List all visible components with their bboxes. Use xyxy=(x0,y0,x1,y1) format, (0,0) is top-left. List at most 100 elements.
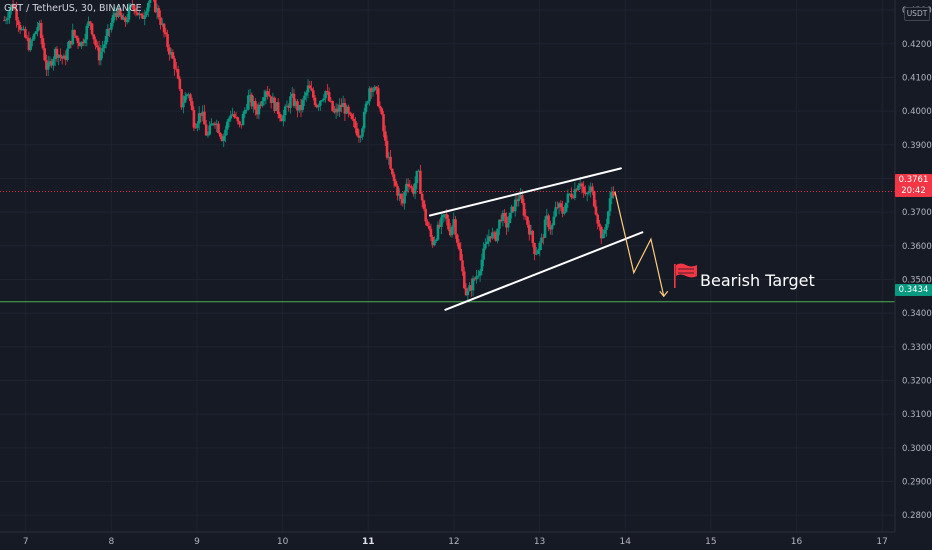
candle-body xyxy=(327,92,331,101)
candle-body xyxy=(266,91,269,95)
candle-body xyxy=(117,8,120,18)
candle-body xyxy=(120,15,124,20)
time-tick-label: 7 xyxy=(23,537,29,547)
candle-body xyxy=(519,195,522,199)
candle-body xyxy=(45,60,48,70)
candle-body xyxy=(561,206,564,214)
candle-body xyxy=(183,96,187,103)
candle-body xyxy=(73,29,76,36)
candle-body xyxy=(541,237,545,239)
price-tick-label: 0.3300 xyxy=(902,343,932,353)
candle-body xyxy=(470,285,473,291)
candle-body xyxy=(462,271,466,289)
candle-body xyxy=(94,39,97,46)
candle-body xyxy=(376,88,380,107)
candle-body xyxy=(269,96,273,103)
candle-body xyxy=(389,156,392,169)
candle-body xyxy=(452,219,456,227)
candle-body xyxy=(533,243,536,255)
candle-body xyxy=(220,136,224,141)
candle-body xyxy=(436,224,440,240)
candle-body xyxy=(13,7,17,9)
candle-body xyxy=(457,242,461,250)
candle-body xyxy=(148,0,152,3)
candle-body xyxy=(475,276,478,280)
candle-body xyxy=(399,193,403,200)
candle-body xyxy=(350,114,354,119)
candle-body xyxy=(211,123,215,125)
candle-body xyxy=(431,236,434,246)
candle-body xyxy=(103,44,106,49)
candle-body xyxy=(524,215,528,217)
candle-body xyxy=(17,20,20,26)
candle-body xyxy=(527,224,531,235)
time-tick-label: 16 xyxy=(791,537,803,547)
candle-body xyxy=(326,91,329,93)
candle-body xyxy=(545,215,549,220)
candle-body xyxy=(101,48,104,52)
candle-body xyxy=(275,102,278,112)
candle-body xyxy=(480,259,484,272)
candle-body xyxy=(241,113,245,126)
candle-body xyxy=(571,197,575,199)
candle-body xyxy=(520,195,524,203)
projection-arrowhead xyxy=(659,290,669,298)
candle-body xyxy=(29,40,32,50)
price-tick-label: 0.3500 xyxy=(902,275,932,285)
candle-body xyxy=(55,48,59,58)
candle-body xyxy=(491,232,494,239)
candle-body xyxy=(60,56,64,59)
candle-body xyxy=(110,22,113,30)
candle-body xyxy=(580,183,584,187)
candle-body xyxy=(222,135,226,141)
candle-body xyxy=(178,78,182,90)
candle-body xyxy=(412,187,415,194)
candle-body xyxy=(352,118,355,122)
time-tick-label: 15 xyxy=(705,537,716,547)
time-axis: 7 8 9 10 11 12 13 14 15 16 17 xyxy=(23,537,888,547)
candle-body xyxy=(557,203,561,208)
flag-icon xyxy=(674,263,697,288)
candle-body xyxy=(247,95,250,110)
candle-body xyxy=(348,112,352,115)
candle-body xyxy=(208,125,212,135)
candle-body xyxy=(592,191,596,207)
candle-body xyxy=(6,18,10,20)
candle-body xyxy=(403,191,406,204)
candle-body xyxy=(310,88,313,91)
price-tick-label: 0.3600 xyxy=(902,242,932,252)
candle-body xyxy=(104,35,108,45)
candle-body xyxy=(257,104,261,115)
candle-body xyxy=(438,224,442,227)
candle-body xyxy=(143,15,147,19)
candle-body xyxy=(59,54,62,57)
candle-body xyxy=(194,127,197,129)
candle-body xyxy=(206,134,210,136)
candle-body xyxy=(136,12,140,16)
candle-body xyxy=(396,185,399,196)
candle-body xyxy=(419,170,422,194)
price-tick-label: 0.4100 xyxy=(902,73,932,83)
candle-body xyxy=(554,207,557,217)
candle-body xyxy=(364,103,368,112)
candle-body xyxy=(276,102,280,115)
candle-body xyxy=(238,121,241,125)
candle-body xyxy=(83,39,87,44)
candle-body xyxy=(227,118,231,122)
price-tick-label: 0.3400 xyxy=(902,309,932,319)
price-tick-label: 0.3000 xyxy=(902,444,932,454)
candle-body xyxy=(113,13,117,15)
candle-body xyxy=(401,199,405,204)
currency-button[interactable]: USDT xyxy=(904,7,930,21)
candle-body xyxy=(203,111,206,125)
candle-body xyxy=(385,140,389,158)
candle-body xyxy=(598,223,601,227)
candle-body xyxy=(85,25,89,40)
candle-body xyxy=(329,100,333,102)
candle-body xyxy=(311,90,315,98)
candle-body xyxy=(106,28,110,36)
candle-body xyxy=(187,94,190,96)
candle-body xyxy=(180,89,183,108)
candle-body xyxy=(199,113,203,116)
